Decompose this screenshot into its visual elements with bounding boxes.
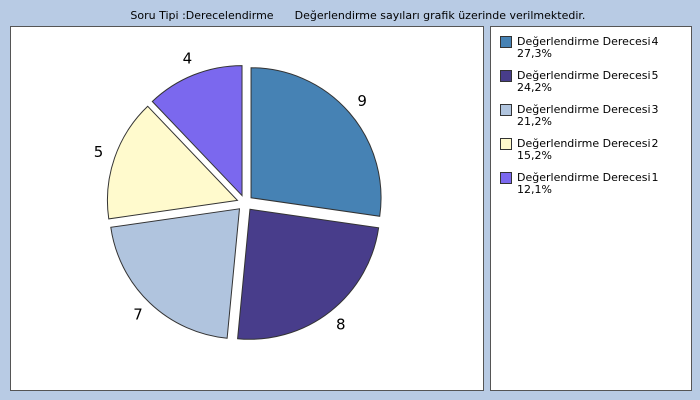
legend-swatch [500,138,512,150]
pie-slice [250,67,382,217]
legend-percent: 21,2% [517,115,552,128]
legend-swatch [500,70,512,82]
pie-slice [106,105,239,220]
legend-category: 3 [652,103,659,116]
pie-slice [151,65,243,197]
legend-swatch [500,36,512,48]
legend-category: 5 [652,69,659,82]
pie-slice [237,208,380,340]
slice-label: 7 [133,306,143,324]
legend-label: Değerlendirme Derecesi [517,35,651,48]
legend-category: 2 [652,137,659,150]
slice-label: 8 [336,315,346,333]
legend-label: Değerlendirme Derecesi [517,103,651,116]
slice-label: 5 [94,143,104,161]
legend-swatch [500,104,512,116]
legend-category: 1 [652,171,659,184]
legend-percent: 27,3% [517,47,552,60]
note: Değerlendirme sayıları grafik üzerinde v… [295,9,586,22]
legend-panel [490,26,692,391]
legend-percent: 15,2% [517,149,552,162]
legend-category: 4 [652,35,659,48]
legend-label: Değerlendirme Derecesi [517,69,651,82]
legend-label: Değerlendirme Derecesi [517,171,651,184]
slice-label: 4 [183,50,193,68]
legend-label: Değerlendirme Derecesi [517,137,651,150]
legend-swatch [500,172,512,184]
question-type: Soru Tipi :Derecelendirme [130,9,273,22]
legend-percent: 12,1% [517,183,552,196]
legend-percent: 24,2% [517,81,552,94]
pie-slice [110,208,241,339]
slice-label: 9 [357,92,367,110]
